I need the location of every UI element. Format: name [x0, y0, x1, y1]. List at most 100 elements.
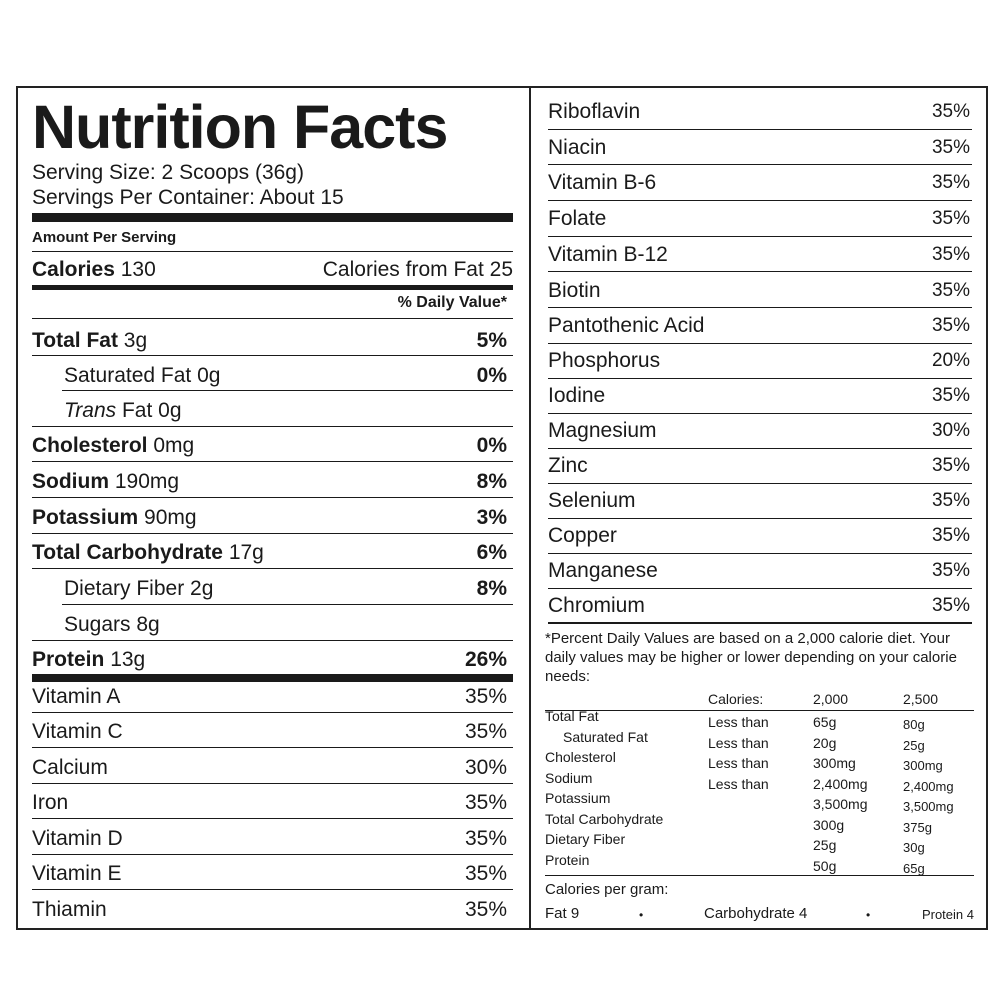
vitamin-pct: 35% [931, 101, 970, 122]
vitamin-label: Chromium [548, 594, 645, 617]
vitamin-pct: 35% [464, 685, 507, 708]
nutrient-label: Saturated Fat 0g [64, 364, 221, 387]
nutrient-label: Sugars 8g [64, 613, 160, 636]
dv-nutrient: Total Carbohydrate [545, 810, 664, 827]
nutrient-label: Potassium [32, 506, 139, 529]
dv-nutrient: Potassium [545, 790, 611, 806]
vitamin-row-manganese: Manganese 35% [548, 557, 972, 585]
nutrient-amount: 190mg [114, 470, 180, 493]
vitamin-pct: 30% [464, 756, 507, 779]
vitamin-label: Niacin [548, 136, 607, 159]
bullet-separator: • [639, 908, 644, 922]
dv-nutrient: Protein [545, 851, 590, 868]
vitamin-row-riboflavin: Riboflavin 35% [548, 98, 972, 126]
nutrient-row-saturated-fat: Saturated Fat 0g 0% [64, 362, 513, 390]
dv-value: 300g [813, 816, 845, 833]
nutrient-pct: 8% [476, 470, 507, 493]
divider [548, 164, 972, 165]
divider [548, 271, 972, 272]
nutrient-row-protein: Protein 13g 26% [32, 646, 513, 674]
nutrient-label: Sodium [32, 470, 109, 493]
divider [32, 251, 513, 252]
vitamin-pct: 35% [931, 385, 970, 406]
divider [32, 533, 513, 534]
vitamin-row-vitamin-b12: Vitamin B-12 35% [548, 241, 972, 269]
nutrient-amount: 90mg [144, 506, 197, 529]
vitamin-label: Iodine [548, 384, 606, 407]
dv-2000-column: 65g 20g 300mg 2,400mg 3,500mg 300g 25g 5… [813, 712, 867, 876]
vitamin-pct: 35% [931, 172, 970, 193]
nutrient-pct: 5% [476, 329, 507, 352]
calories-from-fat: Calories from Fat 25 [322, 258, 513, 281]
dv-value: 25g [813, 837, 837, 853]
vitamin-pct: 35% [931, 280, 970, 301]
nutrition-facts-title: Nutrition Facts [32, 93, 448, 161]
divider [548, 553, 972, 554]
nutrient-label: Total Carbohydrate [32, 541, 223, 564]
vitamin-row-copper: Copper 35% [548, 522, 972, 550]
vitamin-row-selenium: Selenium 35% [548, 487, 972, 515]
dv-value: 30g [903, 840, 925, 855]
vitamin-row-vitamin-c: Vitamin C 35% [32, 718, 513, 746]
nutrient-label: Dietary Fiber 2g [64, 577, 214, 600]
dv-value: 25g [903, 737, 925, 753]
vitamin-label: Vitamin D [32, 827, 123, 850]
divider [32, 497, 513, 498]
nutrient-amount: 13g [110, 648, 146, 671]
divider [32, 426, 513, 427]
nutrient-row-cholesterol: Cholesterol 0mg 0% [32, 432, 513, 460]
divider [548, 413, 972, 414]
divider [62, 604, 513, 605]
dv-value: 300mg [813, 755, 856, 771]
vitamin-row-magnesium: Magnesium 30% [548, 417, 972, 445]
divider [32, 747, 513, 748]
divider [32, 818, 513, 819]
divider [548, 483, 972, 484]
divider [32, 783, 513, 784]
nutrient-pct: 6% [476, 541, 507, 564]
vitamin-label: Zinc [548, 454, 588, 477]
divider [548, 236, 972, 237]
dv-nutrient: Cholesterol [545, 749, 616, 765]
dv-value: 2,400mg [903, 778, 954, 794]
vitamin-label: Iron [32, 791, 69, 814]
divider [32, 712, 513, 713]
dv-nutrient: Sodium [545, 769, 593, 786]
dv-value: 2,400mg [813, 775, 868, 792]
calories-per-gram-label: Calories per gram: [545, 881, 669, 898]
dv-header-2000: 2,000 [813, 691, 849, 707]
dv-qualifier: Less than [708, 775, 769, 792]
dv-nutrient: Saturated Fat [563, 728, 648, 745]
divider [548, 448, 972, 449]
dv-value: 3,500mg [903, 799, 954, 814]
nutrient-row-trans-fat: Trans Fat 0g [64, 397, 513, 425]
vitamin-row-niacin: Niacin 35% [548, 134, 972, 162]
vitamin-row-phosphorus: Phosphorus 20% [548, 347, 972, 375]
vitamin-label: Vitamin B-12 [548, 243, 668, 266]
vitamin-pct: 35% [931, 560, 970, 581]
divider [32, 640, 513, 641]
nutrient-row-total-fat: Total Fat 3g 5% [32, 327, 513, 355]
vitamin-row-folate: Folate 35% [548, 205, 972, 233]
vitamin-row-iron: Iron 35% [32, 789, 513, 817]
vitamin-row-chromium: Chromium 35% [548, 592, 972, 620]
vitamin-pct: 35% [931, 595, 970, 616]
vitamin-label: Calcium [32, 756, 108, 779]
divider [548, 588, 972, 589]
vitamin-row-pantothenic-acid: Pantothenic Acid 35% [548, 312, 972, 340]
dv-2500-column: 80g 25g 300mg 2,400mg 3,500mg 375g 30g 6… [903, 715, 954, 879]
vitamin-label: Vitamin C [32, 720, 123, 743]
dv-qualifier: Less than [708, 755, 769, 771]
amount-per-serving-label: Amount Per Serving [32, 229, 177, 246]
thick-divider [32, 213, 513, 222]
vitamin-label: Folate [548, 207, 607, 230]
vitamin-row-vitamin-a: Vitamin A 35% [32, 683, 513, 711]
divider [548, 378, 972, 379]
calories-value: 130 [120, 258, 156, 281]
vitamin-pct: 30% [931, 420, 970, 441]
nutrient-pct: 0% [476, 434, 507, 457]
calories-per-gram-protein: Protein 4 [921, 907, 974, 922]
dv-nutrient-column: Total Fat Saturated Fat Cholesterol Sodi… [545, 706, 663, 870]
nutrient-row-sodium: Sodium 190mg 8% [32, 468, 513, 496]
dv-qualifier: Less than [708, 714, 769, 730]
